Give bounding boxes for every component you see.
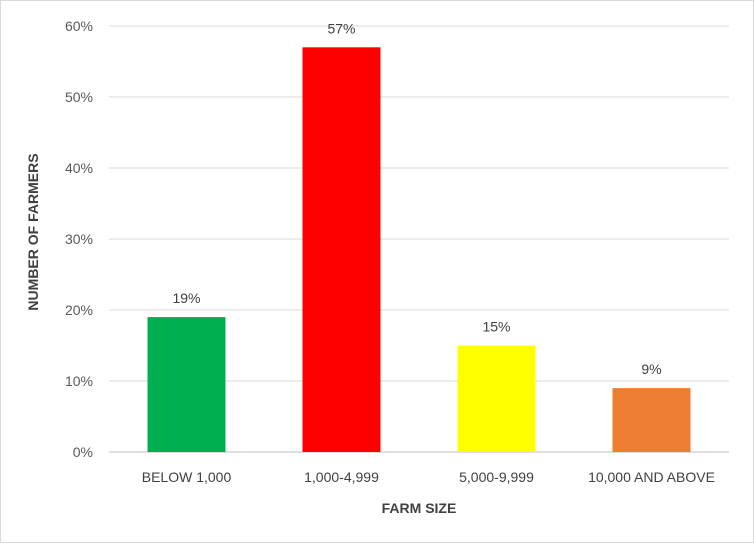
data-label: 19% bbox=[172, 290, 200, 306]
y-tick-label: 0% bbox=[73, 444, 93, 460]
y-axis-ticks: 0% 10% 20% 30% 40% 50% 60% bbox=[65, 18, 93, 460]
x-category-label: 10,000 AND ABOVE bbox=[588, 469, 715, 485]
bar bbox=[302, 47, 381, 453]
data-label: 9% bbox=[641, 361, 661, 377]
y-tick-label: 50% bbox=[65, 89, 93, 105]
y-axis-title: NUMBER OF FARMERS bbox=[25, 153, 41, 310]
y-tick-label: 10% bbox=[65, 373, 93, 389]
bars bbox=[147, 47, 691, 453]
data-label: 15% bbox=[482, 319, 510, 335]
x-axis-title: FARM SIZE bbox=[382, 500, 457, 516]
x-category-label: 5,000-9,999 bbox=[459, 469, 534, 485]
data-labels: 19% 57% 15% 9% bbox=[172, 20, 661, 377]
data-label: 57% bbox=[327, 20, 355, 36]
x-category-label: 1,000-4,999 bbox=[304, 469, 379, 485]
x-axis-categories: BELOW 1,000 1,000-4,999 5,000-9,999 10,000 … bbox=[142, 469, 715, 485]
y-tick-label: 30% bbox=[65, 231, 93, 247]
y-tick-label: 60% bbox=[65, 18, 93, 34]
y-tick-label: 40% bbox=[65, 160, 93, 176]
y-tick-label: 20% bbox=[65, 302, 93, 318]
bar bbox=[612, 388, 691, 452]
bar bbox=[457, 345, 536, 452]
bar bbox=[147, 317, 226, 452]
x-category-label: BELOW 1,000 bbox=[142, 469, 232, 485]
